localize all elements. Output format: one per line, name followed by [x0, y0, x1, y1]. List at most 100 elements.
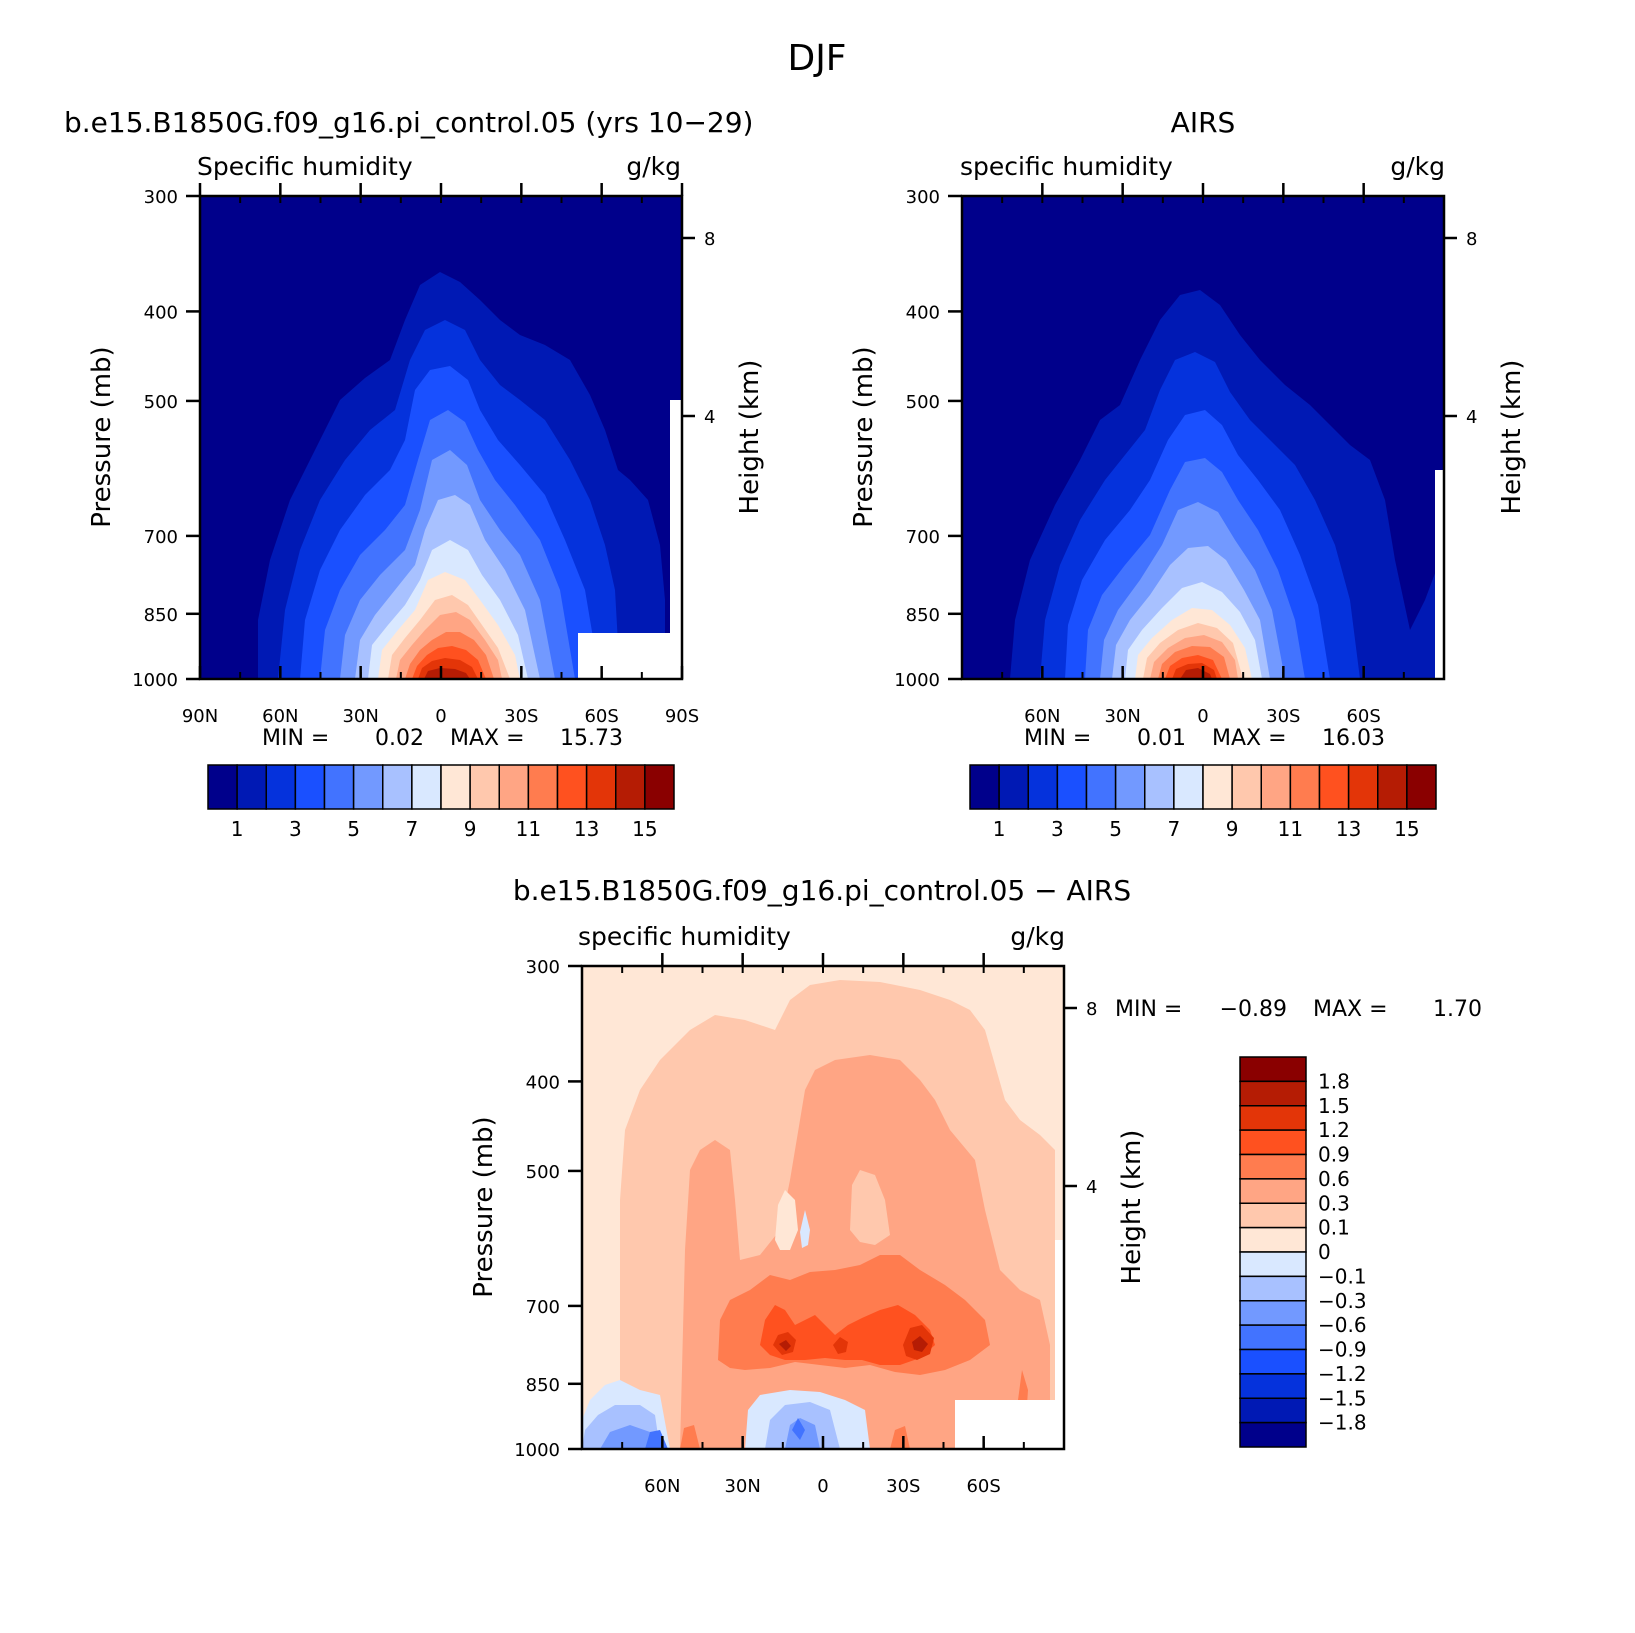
colorbar-box — [1239, 1397, 1307, 1424]
colorbar-box — [265, 764, 297, 810]
colorbar-box — [1239, 1421, 1307, 1448]
colorbar-label: 7 — [406, 817, 419, 841]
panel-difference: b.e15.B1850G.f09_g16.pi_control.05 − AIR… — [469, 874, 1482, 1497]
panel-model: b.e15.B1850G.f09_g16.pi_control.05 (yrs … — [64, 106, 765, 841]
x-tick-label: 60N — [262, 706, 298, 727]
missing-data-region — [962, 660, 1010, 680]
missing-data-region — [955, 1400, 1064, 1449]
colorbar-box — [1239, 1129, 1307, 1156]
colorbar-box — [236, 764, 267, 810]
panel-airs-ylabel: Pressure (mb) — [849, 346, 879, 527]
colorbar-box — [1239, 1080, 1307, 1107]
panel-airs-x-axis: 60N 30N 0 30S 60S — [961, 183, 1445, 727]
colorbar-label: 3 — [1051, 817, 1064, 841]
colorbar-box — [411, 764, 442, 810]
colorbar-box — [1318, 764, 1350, 810]
x-tick-label: 60N — [1024, 706, 1060, 727]
max-label: MAX = — [450, 726, 525, 751]
max-value: 16.03 — [1322, 726, 1385, 751]
panel-airs-y-right-axis: 84 — [1444, 229, 1477, 428]
colorbar-label: 11 — [1278, 817, 1303, 841]
panel-model-y-right-axis: 84 — [682, 229, 715, 428]
min-label: MIN = — [1024, 726, 1091, 751]
x-tick-label: 30S — [886, 1476, 920, 1497]
colorbar-label: 1 — [993, 817, 1006, 841]
colorbar-label: 1.8 — [1318, 1069, 1350, 1093]
y-tick-label: 700 — [906, 527, 940, 548]
colorbar-box — [1173, 764, 1204, 810]
y-right-tick-label: 8 — [1086, 999, 1097, 1020]
colorbar-label: 9 — [464, 817, 477, 841]
colorbar-box — [527, 764, 559, 810]
y-right-tick-label: 8 — [1466, 229, 1477, 250]
panel-model-stats: MIN = 0.02 MAX = 15.73 — [262, 726, 623, 751]
colorbar-box — [440, 764, 471, 810]
x-tick-label: 30N — [1104, 706, 1140, 727]
colorbar-label: 0.1 — [1318, 1216, 1350, 1240]
min-value: −0.89 — [1220, 997, 1287, 1022]
y-right-tick-label: 8 — [704, 229, 715, 250]
colorbar-label: 9 — [1226, 817, 1239, 841]
x-tick-label: 30N — [342, 706, 378, 727]
x-tick-label: 30S — [1266, 706, 1300, 727]
missing-data-region — [1055, 1240, 1064, 1449]
colorbar-box — [1239, 1251, 1307, 1278]
panel-model-title: b.e15.B1850G.f09_g16.pi_control.05 (yrs … — [64, 106, 753, 139]
y-tick-label: 850 — [144, 605, 178, 626]
y-tick-label: 300 — [144, 187, 178, 208]
colorbar-box — [1231, 764, 1262, 810]
colorbar-box — [585, 764, 617, 810]
min-value: 0.02 — [375, 726, 424, 751]
colorbar-label: −1.2 — [1318, 1362, 1367, 1386]
min-label: MIN = — [1115, 997, 1182, 1022]
colorbar-box — [1289, 764, 1321, 810]
colorbar-label: 1 — [231, 817, 244, 841]
x-tick-label: 60S — [966, 1476, 1000, 1497]
y-tick-label: 500 — [906, 392, 940, 413]
colorbar-box — [556, 764, 588, 810]
x-tick-label: 90S — [665, 706, 699, 727]
colorbar-box — [323, 764, 355, 810]
colorbar-label: −0.3 — [1318, 1289, 1367, 1313]
colorbar-label: 7 — [1168, 817, 1181, 841]
colorbar-box — [498, 764, 530, 810]
panel-airs-subtitle: specific humidity — [960, 152, 1173, 181]
colorbar-label: 11 — [516, 817, 541, 841]
y-tick-label: 850 — [526, 1375, 560, 1396]
colorbar-box — [382, 764, 413, 810]
panel-airs-units: g/kg — [1390, 152, 1445, 181]
colorbar-label: 0.9 — [1318, 1143, 1350, 1167]
panel-airs-stats: MIN = 0.01 MAX = 16.03 — [1024, 726, 1385, 751]
missing-data-region — [1435, 470, 1444, 680]
missing-data-region — [670, 400, 683, 680]
x-tick-label: 30S — [504, 706, 538, 727]
panel-airs-title: AIRS — [1171, 106, 1236, 139]
figure-title: DJF — [787, 38, 846, 79]
y-tick-label: 1000 — [894, 670, 940, 691]
colorbar-label: −1.5 — [1318, 1386, 1367, 1410]
colorbar-box — [1239, 1275, 1307, 1302]
panel-difference-y-axis: 300 400 500 700 850 1000 — [514, 957, 582, 1461]
colorbar-box — [644, 764, 675, 810]
colorbar-label: 15 — [1394, 817, 1419, 841]
colorbar-label: 1.5 — [1318, 1094, 1350, 1118]
colorbar-label: 0.3 — [1318, 1191, 1350, 1215]
y-tick-label: 1000 — [132, 670, 178, 691]
panel-difference-ylabel: Pressure (mb) — [469, 1116, 499, 1297]
colorbar-box — [1377, 764, 1408, 810]
y-tick-label: 400 — [526, 1072, 560, 1093]
panel-difference-subtitle: specific humidity — [578, 922, 791, 951]
colorbar-label: 0.6 — [1318, 1167, 1350, 1191]
panel-difference-units: g/kg — [1010, 922, 1065, 951]
colorbar-box — [1239, 1153, 1307, 1180]
y-tick-label: 300 — [906, 187, 940, 208]
panel-difference-stats: MIN = −0.89 MAX = 1.70 — [1115, 997, 1482, 1022]
colorbar-box — [1202, 764, 1233, 810]
y-tick-label: 850 — [906, 605, 940, 626]
panel-model-units: g/kg — [626, 152, 681, 181]
colorbar-box — [1056, 764, 1088, 810]
colorbar-label: 1.2 — [1318, 1118, 1350, 1142]
x-tick-label: 60S — [1346, 706, 1380, 727]
colorbar-box — [207, 764, 238, 810]
panel-model-x-axis: 90N 60N 30N 0 30S 60S 90S — [182, 183, 699, 727]
